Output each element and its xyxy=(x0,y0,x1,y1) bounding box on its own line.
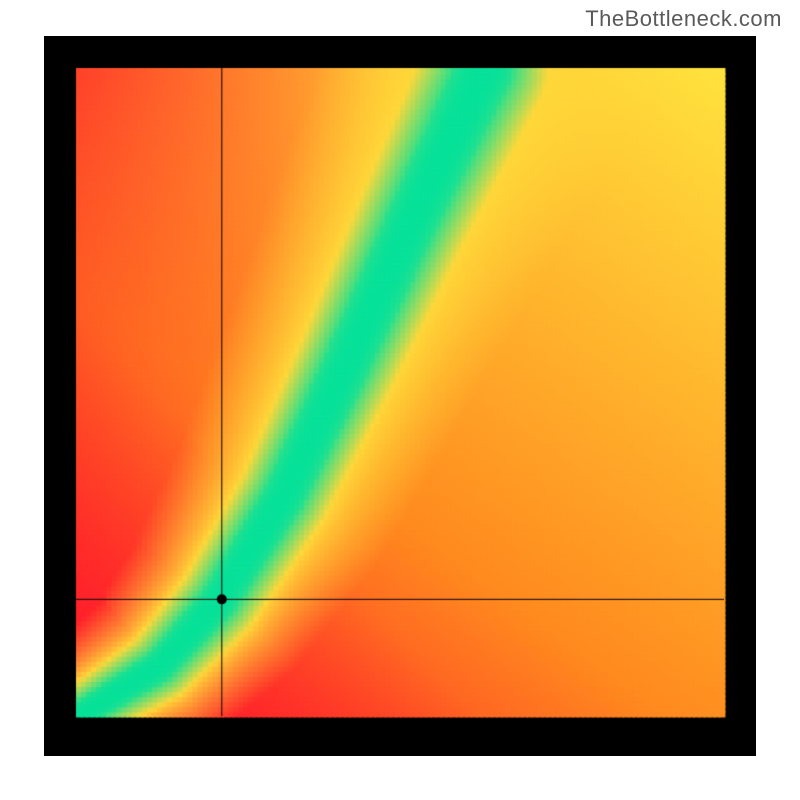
heatmap-canvas xyxy=(44,36,756,748)
figure-container: TheBottleneck.com xyxy=(0,0,800,800)
plot-area xyxy=(44,36,756,756)
watermark-label: TheBottleneck.com xyxy=(585,6,782,32)
